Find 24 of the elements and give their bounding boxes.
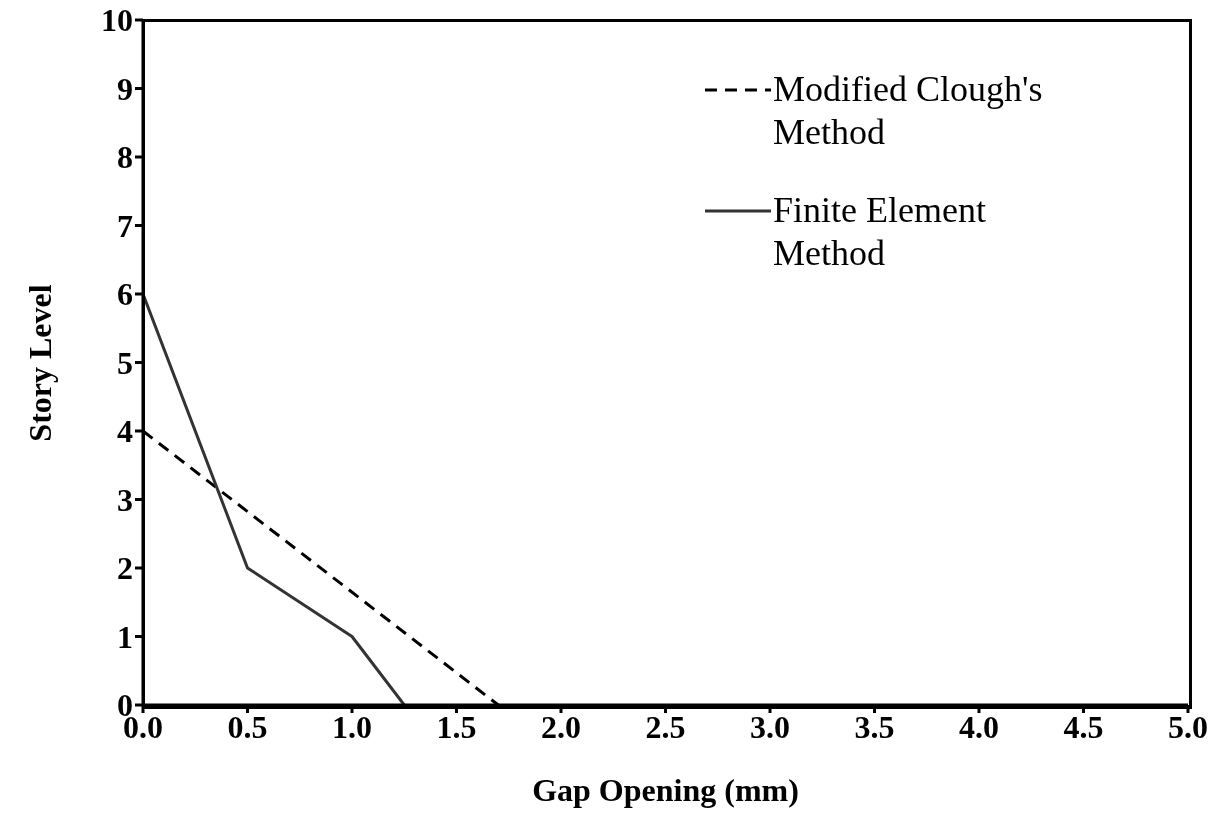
x-tick-label: 3.0 xyxy=(750,708,790,745)
y-tick-label: 8 xyxy=(117,139,133,176)
x-axis-title: Gap Opening (mm) xyxy=(531,772,800,809)
x-tick-label: 3.5 xyxy=(854,708,895,745)
x-tick-label: 5.0 xyxy=(1168,708,1208,745)
x-tick-label: 4.0 xyxy=(959,708,999,745)
y-tick-label: 5 xyxy=(117,344,133,381)
x-tick-label: 1.5 xyxy=(436,708,477,745)
y-tick-label: 7 xyxy=(117,207,133,244)
x-tick-label: 1.0 xyxy=(332,708,372,745)
y-tick-label: 1 xyxy=(117,618,133,655)
x-tick-label: 0.5 xyxy=(227,708,268,745)
y-tick-label: 10 xyxy=(101,2,133,39)
x-tick-label: 4.5 xyxy=(1063,708,1104,745)
x-tick-label: 2.5 xyxy=(645,708,686,745)
x-tick-label: 2.0 xyxy=(541,708,581,745)
y-tick-label: 4 xyxy=(117,413,133,450)
y-tick-label: 3 xyxy=(117,481,133,518)
y-tick-label: 9 xyxy=(117,70,133,107)
legend-label: Finite Element Method xyxy=(773,189,986,275)
y-axis-title: Story Level xyxy=(21,283,59,442)
legend-label: Modified Clough's Method xyxy=(773,68,1043,154)
y-tick-label: 6 xyxy=(117,276,133,313)
y-tick-label: 2 xyxy=(117,550,133,587)
